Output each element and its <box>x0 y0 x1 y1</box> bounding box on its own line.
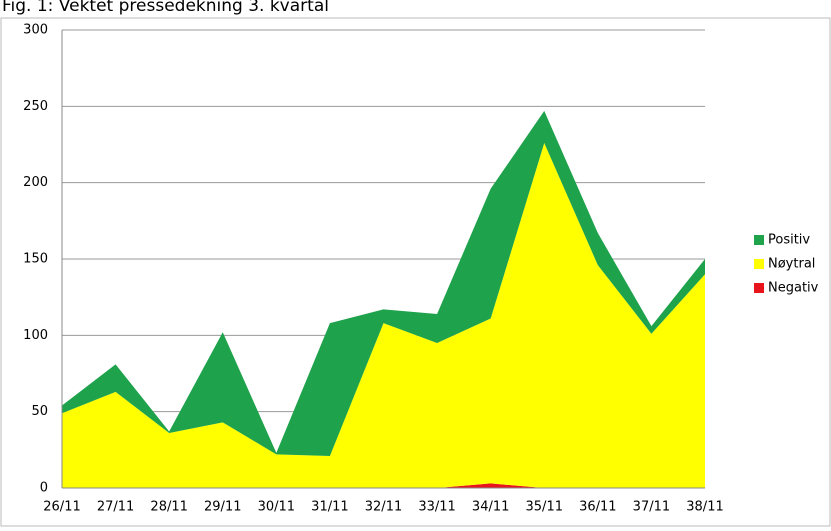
legend-swatch <box>754 259 764 269</box>
x-tick-label: 32/11 <box>365 500 402 515</box>
y-tick-label: 50 <box>31 404 48 419</box>
area <box>62 142 705 488</box>
x-tick-label: 28/11 <box>150 500 187 515</box>
x-tick-label: 36/11 <box>579 500 616 515</box>
y-tick-label: 150 <box>23 252 48 267</box>
y-tick-label: 0 <box>40 481 48 496</box>
x-tick-label: 26/11 <box>43 500 80 515</box>
x-tick-label: 37/11 <box>633 500 670 515</box>
x-tick-label: 27/11 <box>97 500 134 515</box>
x-tick-label: 38/11 <box>686 500 723 515</box>
x-tick-label: 30/11 <box>258 500 295 515</box>
x-tick-label: 31/11 <box>311 500 348 515</box>
x-tick-label: 29/11 <box>204 500 241 515</box>
x-tick-label: 35/11 <box>526 500 563 515</box>
y-tick-label: 300 <box>23 23 48 38</box>
y-tick-label: 250 <box>23 99 48 114</box>
legend-swatch <box>754 235 764 245</box>
legend-swatch <box>754 283 764 293</box>
chart-frame <box>0 17 831 527</box>
legend-label: Negativ <box>768 281 819 296</box>
legend-label: Positiv <box>768 233 810 248</box>
x-tick-label: 34/11 <box>472 500 509 515</box>
y-tick-label: 200 <box>23 175 48 190</box>
chart-title: Fig. 1: Vektet pressedekning 3. kvartal <box>2 0 329 16</box>
area <box>62 110 705 456</box>
y-tick-label: 100 <box>23 328 48 343</box>
x-tick-label: 33/11 <box>418 500 455 515</box>
legend-label: Nøytral <box>768 257 815 272</box>
